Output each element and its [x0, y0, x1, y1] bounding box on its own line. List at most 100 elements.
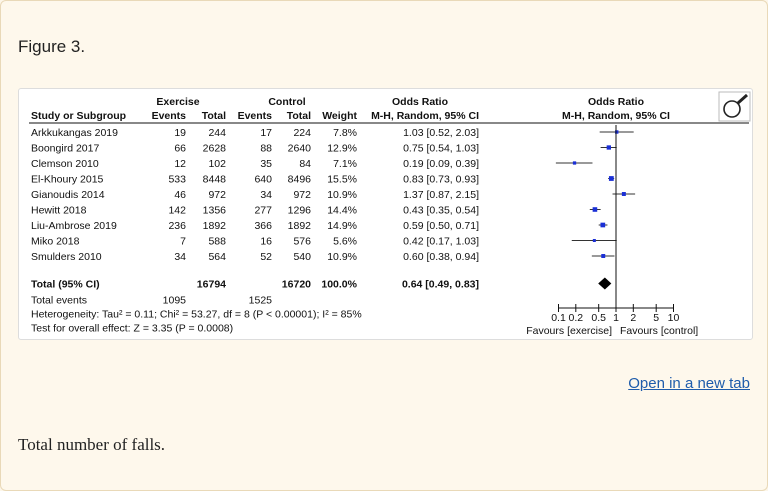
header-control: Control: [268, 96, 305, 108]
favours-exercise: Favours [exercise]: [526, 325, 612, 337]
weight: 7.8%: [333, 127, 357, 139]
total-events-label: Total events: [31, 295, 87, 307]
ci-text: 0.75 [0.54, 1.03]: [403, 143, 479, 155]
ct-total: 972: [293, 189, 311, 201]
ct-events: 35: [260, 158, 272, 170]
overall-effect-text: Test for overall effect: Z = 3.35 (P = 0…: [31, 323, 233, 335]
header-exercise: Exercise: [156, 96, 199, 108]
point-estimate: [592, 238, 596, 243]
ci-text: 0.60 [0.38, 0.94]: [403, 251, 479, 263]
ct-total: 1892: [288, 220, 312, 232]
header-or-left: Odds Ratio: [392, 96, 448, 108]
weight: 12.9%: [327, 143, 357, 155]
study-name: Clemson 2010: [31, 158, 99, 170]
study-name: El-Khoury 2015: [31, 174, 104, 186]
ex-total: 588: [208, 236, 226, 248]
ex-events: 7: [180, 236, 186, 248]
point-estimate: [592, 207, 598, 212]
ex-events: 533: [168, 174, 186, 186]
weight: 10.9%: [327, 189, 357, 201]
col-ci-left: M-H, Random, 95% CI: [371, 110, 479, 122]
ct-events: 366: [254, 220, 272, 232]
study-name: Boongird 2017: [31, 143, 99, 155]
ex-events: 46: [174, 189, 186, 201]
ct-events: 88: [260, 143, 272, 155]
forest-plot-svg: Exercise Control Odds Ratio Odds Ratio Study…: [29, 91, 751, 337]
col-ct-events: Events: [238, 110, 273, 122]
weight: 15.5%: [327, 174, 357, 186]
total-weight: 100.0%: [321, 279, 357, 291]
point-estimate: [608, 176, 614, 181]
forest-plot-figure[interactable]: Exercise Control Odds Ratio Odds Ratio Study…: [18, 88, 753, 340]
ci-text: 0.59 [0.50, 0.71]: [403, 220, 479, 232]
heterogeneity-text: Heterogeneity: Tau² = 0.11; Chi² = 53.27…: [31, 309, 362, 321]
study-name: Miko 2018: [31, 236, 80, 248]
ct-events: 640: [254, 174, 272, 186]
favours-control: Favours [control]: [620, 325, 698, 337]
total-name: Total (95% CI): [31, 279, 100, 291]
point-estimate: [572, 161, 577, 165]
ct-total: 84: [299, 158, 311, 170]
ex-events: 12: [174, 158, 186, 170]
ex-total: 972: [208, 189, 226, 201]
ex-total: 102: [208, 158, 226, 170]
ct-total: 1296: [288, 205, 312, 217]
ct-events: 16: [260, 236, 272, 248]
pooled-diamond: [598, 277, 612, 290]
magnifier-icon: [723, 100, 741, 118]
col-ct-total: Total: [287, 110, 311, 122]
ex-events: 34: [174, 251, 186, 263]
open-in-new-tab-link[interactable]: Open in a new tab: [628, 375, 750, 392]
x-tick-label: 5: [653, 312, 659, 324]
ct-events: 17: [260, 127, 272, 139]
ct-events: 34: [260, 189, 272, 201]
x-tick-label: 10: [668, 312, 680, 324]
ex-total: 1892: [203, 220, 227, 232]
study-name: Liu-Ambrose 2019: [31, 220, 117, 232]
ct-events: 277: [254, 205, 272, 217]
ct-total: 540: [293, 251, 311, 263]
ex-events: 19: [174, 127, 186, 139]
ex-total: 564: [208, 251, 226, 263]
magnifier-icon-handle: [737, 93, 748, 105]
ex-total: 244: [208, 127, 226, 139]
ex-events: 142: [168, 205, 186, 217]
x-tick-label: 1: [613, 312, 619, 324]
point-estimate: [600, 222, 606, 228]
point-estimate: [615, 130, 619, 134]
ex-total: 2628: [203, 143, 227, 155]
ci-text: 0.19 [0.09, 0.39]: [403, 158, 479, 170]
study-name: Smulders 2010: [31, 251, 102, 263]
total-ci-text: 0.64 [0.49, 0.83]: [402, 279, 479, 291]
weight: 5.6%: [333, 236, 357, 248]
study-name: Arkkukangas 2019: [31, 127, 118, 139]
figure-label: Figure 3.: [18, 37, 86, 56]
col-study: Study or Subgroup: [31, 110, 126, 122]
ex-total: 1356: [203, 205, 227, 217]
x-tick-label: 0.5: [591, 312, 606, 324]
ci-text: 1.03 [0.52, 2.03]: [403, 127, 479, 139]
weight: 14.4%: [327, 205, 357, 217]
col-weight: Weight: [322, 110, 357, 122]
total-ct-total: 16720: [282, 279, 311, 291]
x-tick-label: 0.2: [569, 312, 584, 324]
total-ex-events: 1095: [163, 295, 187, 307]
col-ci-right: M-H, Random, 95% CI: [562, 110, 670, 122]
weight: 7.1%: [333, 158, 357, 170]
ci-text: 1.37 [0.87, 2.15]: [403, 189, 479, 201]
ex-total: 8448: [203, 174, 227, 186]
ct-total: 576: [293, 236, 311, 248]
point-estimate: [621, 192, 626, 196]
total-ex-total: 16794: [197, 279, 226, 291]
total-ct-events: 1525: [249, 295, 273, 307]
ci-text: 0.83 [0.73, 0.93]: [403, 174, 479, 186]
point-estimate: [601, 254, 606, 258]
study-name: Gianoudis 2014: [31, 189, 105, 201]
study-name: Hewitt 2018: [31, 205, 87, 217]
x-tick-label: 2: [630, 312, 636, 324]
ex-events: 66: [174, 143, 186, 155]
ct-events: 52: [260, 251, 272, 263]
ct-total: 224: [293, 127, 311, 139]
weight: 10.9%: [327, 251, 357, 263]
